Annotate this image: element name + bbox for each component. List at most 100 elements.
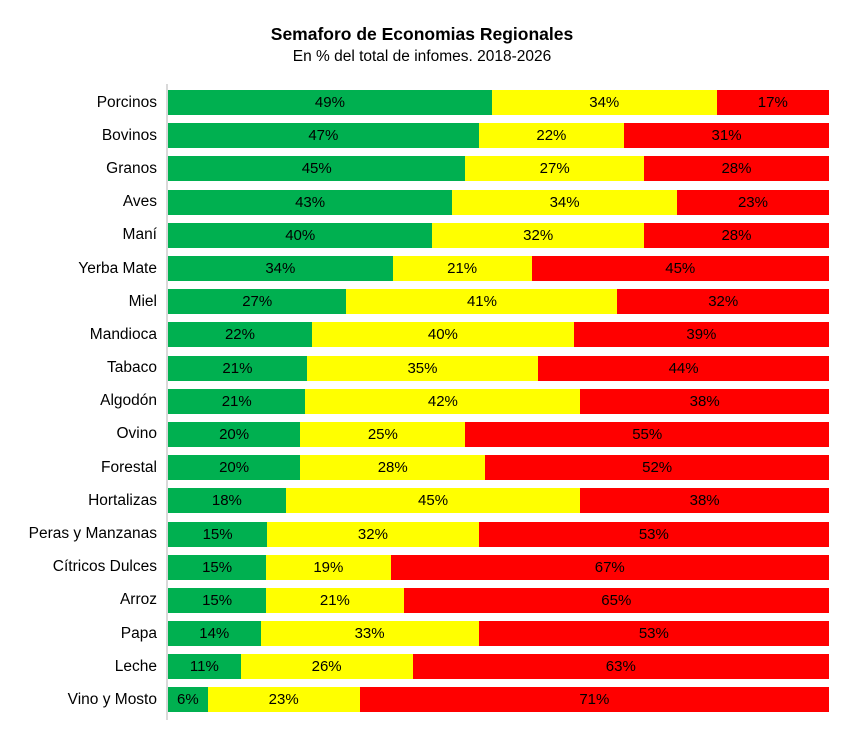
data-label: 49% — [314, 94, 345, 112]
bar-segment-yellow: 33% — [260, 621, 479, 647]
bar-row: Granos 45% 27% 28% — [0, 152, 829, 185]
data-label: 11% — [189, 658, 219, 676]
data-label: 15% — [202, 558, 233, 576]
data-label: 55% — [632, 425, 663, 443]
bar-segment-yellow: 40% — [311, 322, 574, 348]
bar-segment-green: 15% — [168, 554, 267, 580]
bar-row: Forestal 20% 28% 52% — [0, 451, 829, 484]
bar-segment-red: 53% — [478, 621, 829, 647]
bar-segment-green: 14% — [168, 621, 261, 647]
data-label: 18% — [211, 492, 242, 510]
bar-segment-yellow: 41% — [346, 289, 618, 315]
data-label: 42% — [427, 392, 458, 410]
bar-segment-green: 43% — [168, 189, 453, 215]
bar-segment-red: 45% — [531, 256, 829, 282]
category-label: Leche — [114, 657, 157, 675]
data-label: 34% — [265, 260, 296, 278]
data-label: 41% — [466, 293, 497, 311]
data-label: 28% — [721, 160, 752, 178]
bar-row: Tabaco 21% 35% 44% — [0, 352, 829, 385]
bar-segment-green: 22% — [168, 322, 312, 348]
bar-segment-yellow: 34% — [491, 90, 717, 116]
bar-segment-yellow: 26% — [240, 654, 413, 680]
bar-segment-green: 15% — [168, 521, 268, 547]
bar-rows-container: Porcinos 49% 34% 17% Bovinos 47% 22% 31% Granos 4… — [0, 86, 829, 717]
bar-segment-yellow: 28% — [300, 455, 486, 481]
bar-segment-red: 17% — [716, 90, 829, 116]
data-label: 22% — [536, 127, 567, 145]
bar-segment-green: 6% — [168, 687, 208, 713]
data-label: 14% — [199, 625, 230, 643]
category-label: Hortalizas — [88, 491, 157, 509]
bar-segment-yellow: 32% — [267, 521, 479, 547]
data-label: 25% — [367, 425, 398, 443]
stacked-bar: 11% 26% 63% — [168, 654, 829, 680]
bar-segment-red: 71% — [359, 687, 829, 713]
bar-segment-yellow: 34% — [452, 189, 677, 215]
data-label: 43% — [295, 193, 326, 211]
data-label: 21% — [319, 591, 350, 609]
data-label: 27% — [539, 160, 570, 178]
data-label: 15% — [202, 591, 233, 609]
data-label: 19% — [313, 558, 344, 576]
chart-title: Semaforo de Economias Regionales — [270, 24, 574, 44]
bar-segment-green: 15% — [168, 587, 267, 613]
data-label: 21% — [447, 260, 478, 278]
bar-segment-yellow: 35% — [306, 355, 539, 381]
data-label: 40% — [427, 326, 458, 344]
bar-segment-red: 52% — [485, 455, 829, 481]
data-label: 27% — [242, 293, 273, 311]
bar-segment-green: 34% — [168, 256, 393, 282]
data-label: 28% — [377, 459, 408, 477]
bar-segment-green: 21% — [168, 355, 307, 381]
stacked-bar: 15% 19% 67% — [168, 554, 829, 580]
bar-row: Leche 11% 26% 63% — [0, 650, 829, 683]
bar-segment-yellow: 21% — [266, 587, 404, 613]
category-label: Ovino — [116, 425, 158, 443]
bar-segment-yellow: 27% — [465, 156, 644, 182]
data-label: 40% — [285, 226, 316, 244]
data-label: 21% — [222, 359, 253, 377]
stacked-bar: 15% 21% 65% — [168, 587, 829, 613]
data-label: 38% — [689, 392, 720, 410]
bar-segment-red: 32% — [617, 289, 829, 315]
bar-segment-red: 28% — [643, 222, 829, 248]
bar-row: Vino y Mosto 6% 23% 71% — [0, 683, 829, 716]
bar-segment-red: 38% — [580, 388, 829, 414]
category-label: Forestal — [101, 458, 157, 476]
data-label: 32% — [523, 226, 554, 244]
category-label: Papa — [120, 624, 157, 642]
category-label: Aves — [122, 193, 157, 211]
data-label: 53% — [638, 625, 669, 643]
bar-row: Yerba Mate 34% 21% 45% — [0, 252, 829, 285]
data-label: 23% — [268, 691, 299, 709]
category-label: Maní — [122, 226, 157, 244]
data-label: 38% — [689, 492, 720, 510]
bar-segment-yellow: 45% — [285, 488, 581, 514]
bar-segment-green: 20% — [168, 421, 301, 447]
y-axis-line — [166, 84, 168, 720]
data-label: 71% — [579, 691, 610, 709]
category-label: Granos — [106, 159, 157, 177]
bar-row: Peras y Manzanas 15% 32% 53% — [0, 517, 829, 550]
category-label: Bovinos — [101, 126, 157, 144]
data-label: 21% — [221, 392, 252, 410]
data-label: 28% — [721, 226, 752, 244]
data-label: 22% — [224, 326, 255, 344]
category-label: Algodón — [100, 392, 157, 410]
bar-segment-red: 53% — [478, 521, 829, 547]
bar-segment-red: 23% — [676, 189, 829, 215]
bar-segment-red: 67% — [390, 554, 829, 580]
category-label: Miel — [128, 292, 157, 310]
bar-segment-yellow: 32% — [432, 222, 644, 248]
data-label: 32% — [357, 525, 388, 543]
bar-segment-green: 27% — [168, 289, 347, 315]
data-label: 34% — [589, 94, 620, 112]
data-label: 23% — [737, 193, 768, 211]
stacked-bar: 45% 27% 28% — [168, 156, 829, 182]
stacked-bar: 40% 32% 28% — [168, 222, 829, 248]
plot-area: Porcinos 49% 34% 17% Bovinos 47% 22% 31% Granos 4… — [0, 84, 844, 720]
category-label: Tabaco — [107, 359, 157, 377]
stacked-bar: 22% 40% 39% — [168, 322, 829, 348]
